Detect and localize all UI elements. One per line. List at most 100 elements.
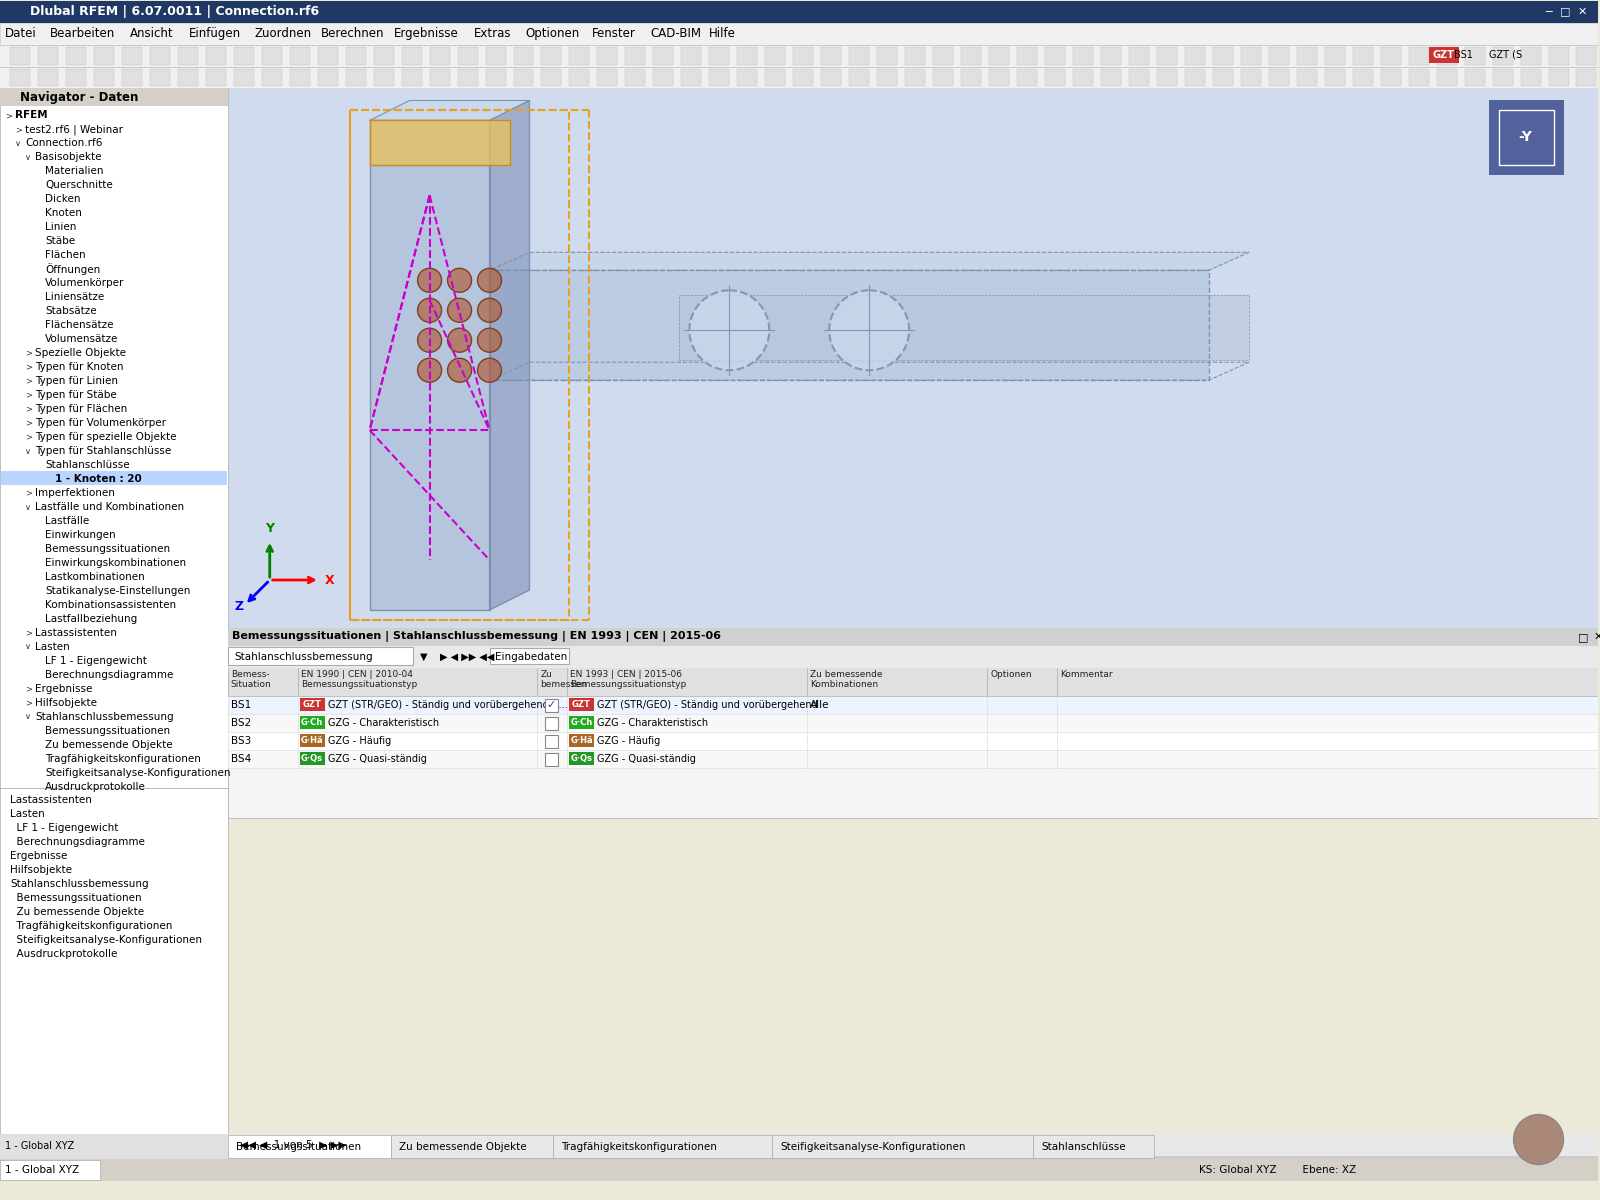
Bar [429, 47, 450, 65]
Bar [227, 628, 1598, 646]
Bar [1381, 47, 1400, 65]
Text: KS: Global XYZ        Ebene: XZ: KS: Global XYZ Ebene: XZ [1198, 1165, 1355, 1176]
Text: Hilfsobjekte: Hilfsobjekte [35, 698, 98, 708]
Bar [1429, 47, 1459, 62]
Bar [1464, 47, 1485, 65]
Polygon shape [490, 101, 530, 610]
Text: Zu bemessende Objekte: Zu bemessende Objekte [10, 907, 144, 917]
Bar [227, 646, 1598, 668]
Text: Ergebnisse: Ergebnisse [35, 684, 93, 694]
Bar [794, 47, 813, 65]
Text: >: > [26, 349, 32, 358]
Circle shape [448, 269, 472, 293]
Text: Lastfälle und Kombinationen: Lastfälle und Kombinationen [35, 502, 184, 512]
Bar [66, 47, 86, 65]
Text: >: > [26, 362, 32, 372]
Polygon shape [370, 101, 530, 120]
Bar [402, 47, 421, 65]
Bar [290, 47, 310, 65]
Bar [653, 68, 674, 86]
Text: Tragfähigkeitskonfigurationen: Tragfähigkeitskonfigurationen [10, 920, 173, 931]
Text: Bemessungssituationen: Bemessungssituationen [45, 544, 170, 554]
Circle shape [418, 359, 442, 383]
Text: Stäbe: Stäbe [45, 236, 75, 246]
Text: GZT (STR/GEO) - Ständig und vorübergehend: GZT (STR/GEO) - Ständig und vorübergehen… [597, 700, 818, 710]
Bar [1352, 68, 1373, 86]
Bar [989, 47, 1010, 65]
Bar [1325, 47, 1344, 65]
Text: Bemess-: Bemess- [230, 671, 269, 679]
Text: Dlubal RFEM | 6.07.0011 | Connection.rf6: Dlubal RFEM | 6.07.0011 | Connection.rf6 [30, 5, 318, 18]
Bar [1576, 47, 1597, 65]
Bar [370, 120, 490, 610]
Text: EN 1993 | CEN | 2015-06: EN 1993 | CEN | 2015-06 [571, 671, 683, 679]
Bar [1242, 47, 1261, 65]
Bar [0, 1134, 1598, 1159]
Bar [597, 47, 618, 65]
Circle shape [448, 359, 472, 383]
Bar [346, 68, 366, 86]
Circle shape [477, 299, 501, 323]
Text: Connection.rf6: Connection.rf6 [26, 138, 102, 149]
Bar [374, 47, 394, 65]
Bar [597, 68, 618, 86]
Text: X: X [325, 574, 334, 587]
Bar [1157, 68, 1178, 86]
Text: Bemessungssituationen: Bemessungssituationen [45, 726, 170, 736]
Text: 1 - Knoten : 20: 1 - Knoten : 20 [54, 474, 142, 484]
Text: BS3: BS3 [230, 736, 251, 746]
Bar [821, 68, 842, 86]
Text: BS4: BS4 [230, 754, 251, 764]
Circle shape [418, 329, 442, 353]
Bar [821, 47, 842, 65]
Text: Typen für Flächen: Typen für Flächen [35, 404, 128, 414]
Circle shape [477, 359, 501, 383]
Text: ∨: ∨ [26, 152, 30, 162]
Bar [429, 68, 450, 86]
Text: Bemessungssituationstyp: Bemessungssituationstyp [301, 680, 418, 690]
Bar [682, 68, 701, 86]
Bar [1296, 47, 1317, 65]
Bar [962, 47, 981, 65]
Text: Stahlanschlussbemessung: Stahlanschlussbemessung [235, 652, 373, 662]
Bar [1520, 68, 1541, 86]
Bar [1520, 47, 1541, 65]
Bar [1499, 110, 1554, 166]
Text: >: > [14, 125, 22, 134]
Text: Kombinationen: Kombinationen [810, 680, 878, 690]
Bar [653, 47, 674, 65]
Bar [933, 47, 954, 65]
Bar [122, 68, 142, 86]
Text: GZG - Charakteristisch: GZG - Charakteristisch [597, 718, 709, 728]
Bar [2, 472, 227, 485]
Bar [94, 47, 114, 65]
Text: Zu bemessende Objekte: Zu bemessende Objekte [45, 740, 173, 750]
Text: Ausdruckprotokolle: Ausdruckprotokolle [45, 782, 146, 792]
Bar [227, 628, 1598, 817]
Bar [1296, 68, 1317, 86]
Text: Stahlanschlüsse: Stahlanschlüsse [45, 460, 130, 470]
Bar [0, 66, 1598, 89]
Text: GZT (STR/GEO) - Ständig und vorübergehend - ...: GZT (STR/GEO) - Ständig und vorübergehen… [328, 700, 566, 710]
Text: Berechnungsdiagramme: Berechnungsdiagramme [45, 670, 173, 680]
Text: Flächen: Flächen [45, 251, 85, 260]
Text: Lastfallbeziehung: Lastfallbeziehung [45, 614, 138, 624]
Bar [541, 68, 562, 86]
Text: Lastkombinationen: Lastkombinationen [45, 572, 144, 582]
Text: Y: Y [266, 522, 274, 535]
Bar [1186, 68, 1205, 86]
Bar [206, 47, 226, 65]
Bar [402, 68, 421, 86]
Text: ✕: ✕ [1578, 6, 1587, 17]
Text: Zu: Zu [541, 671, 552, 679]
Bar [1130, 47, 1149, 65]
Text: Zuordnen: Zuordnen [254, 28, 312, 40]
Text: ∨: ∨ [26, 713, 30, 721]
Text: >: > [26, 698, 32, 708]
Text: ─: ─ [1546, 6, 1552, 17]
Bar [765, 47, 786, 65]
Bar [227, 647, 413, 665]
Bar [262, 68, 282, 86]
Circle shape [477, 269, 501, 293]
Text: Volumenkörper: Volumenkörper [45, 278, 125, 288]
